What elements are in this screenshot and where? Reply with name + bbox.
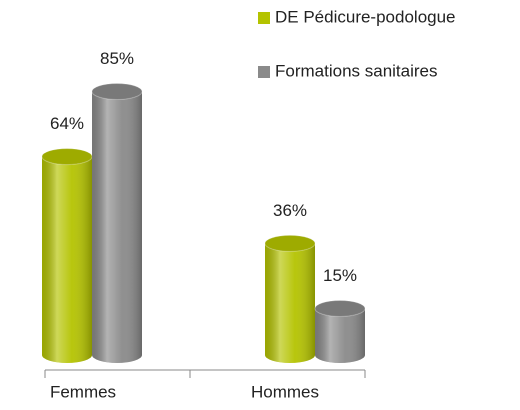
data-label: 15% (323, 266, 357, 285)
bar-shine (315, 308, 365, 363)
bar-cap-shade (265, 235, 315, 252)
data-label: 85% (100, 49, 134, 68)
legend-label: DE Pédicure-podologue (275, 7, 456, 26)
bar-shine (265, 243, 315, 363)
bar-cap (91, 83, 143, 100)
bar-cap-shade (92, 83, 142, 100)
bar-cap (264, 234, 316, 252)
bar-cap-shade (42, 148, 92, 165)
bar-shine (92, 91, 142, 363)
legend-swatch (258, 12, 270, 24)
bar (264, 234, 316, 363)
bar-cap-shade (315, 300, 365, 317)
data-label: 64% (50, 114, 84, 133)
bar (314, 300, 366, 363)
bar (91, 83, 143, 363)
bar-shine (42, 156, 92, 363)
data-label: 36% (273, 201, 307, 220)
legend-label: Formations sanitaires (275, 61, 438, 80)
bar-cap (314, 300, 366, 317)
legend-swatch (258, 66, 270, 78)
bar (41, 148, 93, 363)
x-tick-label: Femmes (50, 382, 116, 401)
x-tick-label: Hommes (251, 382, 319, 401)
